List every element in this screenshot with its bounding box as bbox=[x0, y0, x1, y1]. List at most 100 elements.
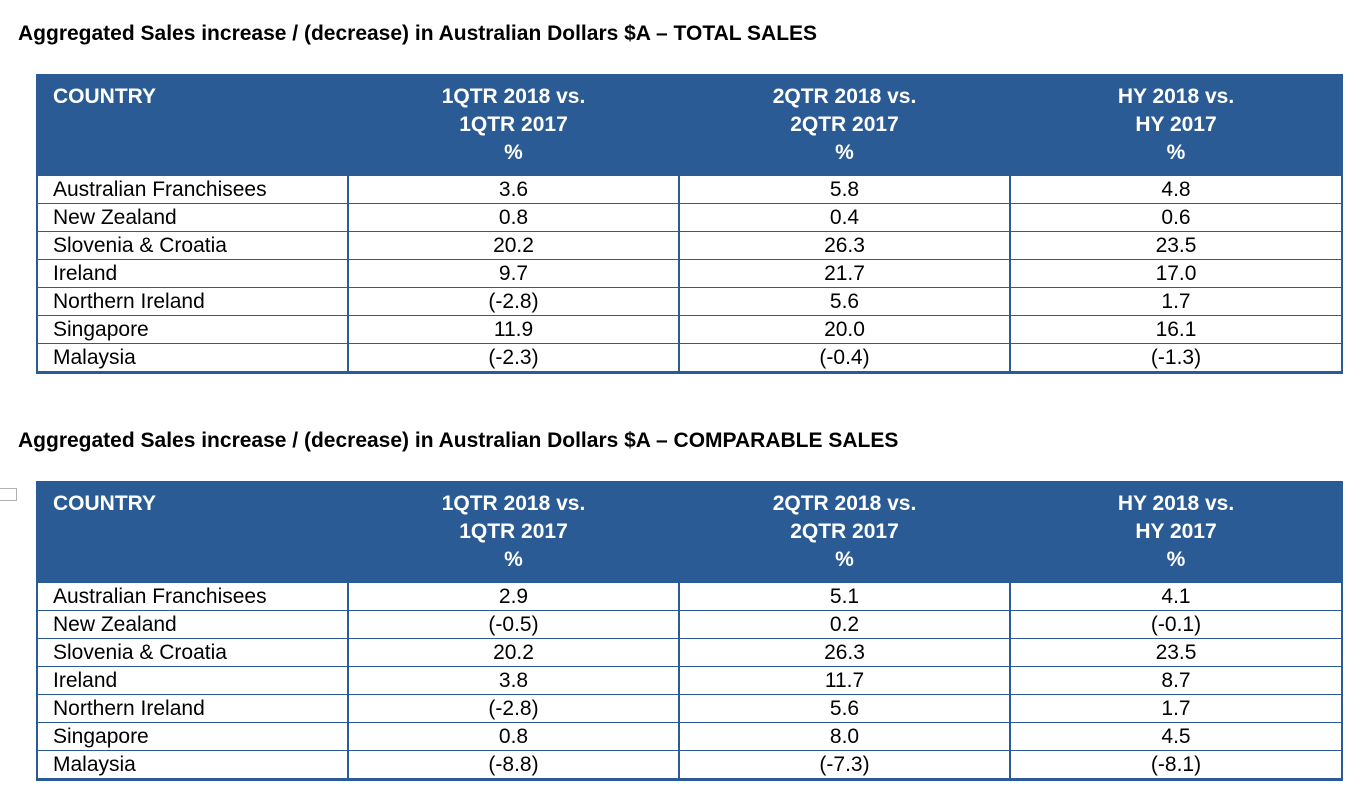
table-row: New Zealand (-0.5) 0.2 (-0.1) bbox=[36, 610, 1343, 639]
column-header-line1: 2QTR 2018 vs. bbox=[772, 492, 917, 515]
value-cell: 4.1 bbox=[1009, 582, 1343, 611]
column-header-period: 1QTR 2018 vs. 1QTR 2017% bbox=[347, 74, 680, 176]
column-header-line2: HY 2017 bbox=[1135, 520, 1217, 543]
value-cell: 21.7 bbox=[678, 259, 1011, 288]
value-cell: 9.7 bbox=[347, 259, 680, 288]
country-cell: Northern Ireland bbox=[36, 694, 349, 723]
value-cell: 8.0 bbox=[678, 722, 1011, 751]
column-header-line2: 1QTR 2017 bbox=[459, 113, 568, 136]
table-row: Malaysia (-2.3) (-0.4) (-1.3) bbox=[36, 343, 1343, 374]
value-cell: 20.0 bbox=[678, 315, 1011, 344]
country-cell: New Zealand bbox=[36, 203, 349, 232]
value-cell: 26.3 bbox=[678, 638, 1011, 667]
value-cell: (-0.4) bbox=[678, 343, 1011, 374]
column-header-line1: 2QTR 2018 vs. bbox=[772, 85, 917, 108]
value-cell: 1.7 bbox=[1009, 694, 1343, 723]
value-cell: 26.3 bbox=[678, 231, 1011, 260]
value-cell: 5.8 bbox=[678, 175, 1011, 204]
country-cell: Northern Ireland bbox=[36, 287, 349, 316]
country-cell: Australian Franchisees bbox=[36, 175, 349, 204]
value-cell: (-2.8) bbox=[347, 694, 680, 723]
column-header-period: 2QTR 2018 vs. 2QTR 2017% bbox=[678, 74, 1011, 176]
value-cell: 0.8 bbox=[347, 722, 680, 751]
value-cell: 8.7 bbox=[1009, 666, 1343, 695]
column-header-country: COUNTRY bbox=[36, 74, 349, 176]
value-cell: 3.8 bbox=[347, 666, 680, 695]
table-row: Singapore 11.9 20.0 16.1 bbox=[36, 315, 1343, 344]
column-header-line2: 2QTR 2017 bbox=[790, 113, 899, 136]
table-row: New Zealand 0.8 0.4 0.6 bbox=[36, 203, 1343, 232]
table-row: Australian Franchisees 2.9 5.1 4.1 bbox=[36, 582, 1343, 611]
value-cell: (-2.8) bbox=[347, 287, 680, 316]
country-cell: Malaysia bbox=[36, 750, 349, 781]
value-cell: 20.2 bbox=[347, 638, 680, 667]
column-header-country: COUNTRY bbox=[36, 481, 349, 583]
table-row: Singapore 0.8 8.0 4.5 bbox=[36, 722, 1343, 751]
country-cell: New Zealand bbox=[36, 610, 349, 639]
column-header-line1: HY 2018 vs. bbox=[1117, 85, 1235, 108]
table-row: Northern Ireland (-2.8) 5.6 1.7 bbox=[36, 694, 1343, 723]
total-sales-title: Aggregated Sales increase / (decrease) i… bbox=[18, 22, 818, 45]
table-row: Ireland 3.8 11.7 8.7 bbox=[36, 666, 1343, 695]
country-cell: Singapore bbox=[36, 722, 349, 751]
total-sales-table: COUNTRY 1QTR 2018 vs. 1QTR 2017% 2QTR 2018 … bbox=[36, 74, 1343, 374]
header-row: COUNTRY 1QTR 2018 vs. 1QTR 2017% 2QTR 2018 … bbox=[36, 74, 1343, 176]
value-cell: (-0.1) bbox=[1009, 610, 1343, 639]
value-cell: (-7.3) bbox=[678, 750, 1011, 781]
value-cell: 1.7 bbox=[1009, 287, 1343, 316]
table-row: Australian Franchisees 3.6 5.8 4.8 bbox=[36, 175, 1343, 204]
country-cell: Australian Franchisees bbox=[36, 582, 349, 611]
column-header-period: 2QTR 2018 vs. 2QTR 2017% bbox=[678, 481, 1011, 583]
value-cell: 5.6 bbox=[678, 694, 1011, 723]
value-cell: (-0.5) bbox=[347, 610, 680, 639]
value-cell: 11.9 bbox=[347, 315, 680, 344]
value-cell: 0.6 bbox=[1009, 203, 1343, 232]
country-cell: Singapore bbox=[36, 315, 349, 344]
column-header-line1: HY 2018 vs. bbox=[1117, 492, 1235, 515]
value-cell: 4.5 bbox=[1009, 722, 1343, 751]
column-header-unit: % bbox=[835, 141, 854, 164]
value-cell: 5.6 bbox=[678, 287, 1011, 316]
value-cell: (-8.8) bbox=[347, 750, 680, 781]
country-cell: Slovenia & Croatia bbox=[36, 231, 349, 260]
column-header-period: HY 2018 vs. HY 2017% bbox=[1009, 481, 1343, 583]
value-cell: 0.2 bbox=[678, 610, 1011, 639]
column-header-period: HY 2018 vs. HY 2017% bbox=[1009, 74, 1343, 176]
value-cell: 11.7 bbox=[678, 666, 1011, 695]
comparable-sales-table: COUNTRY 1QTR 2018 vs. 1QTR 2017% 2QTR 2018 … bbox=[36, 481, 1343, 781]
column-header-period: 1QTR 2018 vs. 1QTR 2017% bbox=[347, 481, 680, 583]
value-cell: (-2.3) bbox=[347, 343, 680, 374]
table-row: Ireland 9.7 21.7 17.0 bbox=[36, 259, 1343, 288]
country-cell: Ireland bbox=[36, 666, 349, 695]
table-row: Malaysia (-8.8) (-7.3) (-8.1) bbox=[36, 750, 1343, 781]
value-cell: 5.1 bbox=[678, 582, 1011, 611]
comparable-sales-title: Aggregated Sales increase / (decrease) i… bbox=[18, 429, 899, 452]
column-header-unit: % bbox=[835, 548, 854, 571]
column-header-line2: HY 2017 bbox=[1135, 113, 1217, 136]
table-row: Slovenia & Croatia 20.2 26.3 23.5 bbox=[36, 231, 1343, 260]
table-row: Northern Ireland (-2.8) 5.6 1.7 bbox=[36, 287, 1343, 316]
value-cell: 4.8 bbox=[1009, 175, 1343, 204]
column-header-unit: % bbox=[504, 548, 523, 571]
value-cell: 23.5 bbox=[1009, 231, 1343, 260]
margin-marker bbox=[0, 488, 17, 501]
value-cell: 16.1 bbox=[1009, 315, 1343, 344]
value-cell: 2.9 bbox=[347, 582, 680, 611]
value-cell: 20.2 bbox=[347, 231, 680, 260]
value-cell: 17.0 bbox=[1009, 259, 1343, 288]
column-header-unit: % bbox=[504, 141, 523, 164]
value-cell: (-8.1) bbox=[1009, 750, 1343, 781]
column-header-unit: % bbox=[1166, 141, 1186, 164]
value-cell: 3.6 bbox=[347, 175, 680, 204]
value-cell: 23.5 bbox=[1009, 638, 1343, 667]
country-cell: Ireland bbox=[36, 259, 349, 288]
header-row: COUNTRY 1QTR 2018 vs. 1QTR 2017% 2QTR 2018 … bbox=[36, 481, 1343, 583]
table-row: Slovenia & Croatia 20.2 26.3 23.5 bbox=[36, 638, 1343, 667]
column-header-unit: % bbox=[1166, 548, 1186, 571]
column-header-line1: 1QTR 2018 vs. bbox=[441, 492, 586, 515]
country-cell: Malaysia bbox=[36, 343, 349, 374]
value-cell: 0.8 bbox=[347, 203, 680, 232]
column-header-line2: 2QTR 2017 bbox=[790, 520, 899, 543]
column-header-line1: 1QTR 2018 vs. bbox=[441, 85, 586, 108]
country-cell: Slovenia & Croatia bbox=[36, 638, 349, 667]
